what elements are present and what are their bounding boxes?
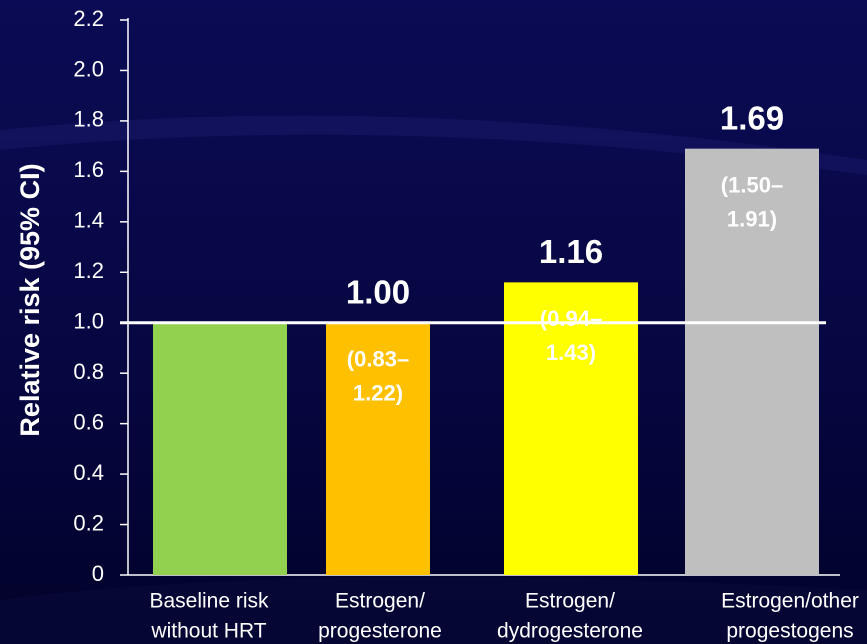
value-label: 1.69 xyxy=(720,99,784,136)
y-tick-label: 0 xyxy=(92,561,104,586)
swoosh xyxy=(0,115,867,175)
bar xyxy=(153,322,287,575)
ci-label: 1.22) xyxy=(353,381,403,406)
ci-label: (1.50– xyxy=(721,172,783,197)
x-tick-label: without HRT xyxy=(150,620,266,643)
x-tick-label: Estrogen/ xyxy=(335,590,425,613)
y-tick-label: 2.0 xyxy=(73,56,104,81)
x-tick-label: dydrogesterone xyxy=(497,620,643,643)
y-tick-label: 0.8 xyxy=(73,359,104,384)
value-label: 1.00 xyxy=(346,273,410,310)
y-axis-title: Relative risk (95% CI) xyxy=(15,163,45,436)
y-tick-label: 2.2 xyxy=(73,6,104,31)
ci-label: (0.83– xyxy=(347,347,409,372)
y-tick-label: 1.4 xyxy=(73,208,104,233)
x-tick-label: Estrogen/other xyxy=(721,590,859,613)
ci-label: (0.94– xyxy=(540,306,602,331)
ci-label: 1.43) xyxy=(546,340,596,365)
y-tick-label: 0.2 xyxy=(73,510,104,535)
swoosh xyxy=(0,577,867,644)
y-tick-label: 0.6 xyxy=(73,409,104,434)
y-tick-label: 1.0 xyxy=(73,309,104,334)
x-tick-label: Estrogen/ xyxy=(525,590,615,613)
value-label: 1.16 xyxy=(539,233,603,270)
ci-label: 1.91) xyxy=(727,206,777,231)
y-tick-label: 1.6 xyxy=(73,157,104,182)
x-tick-label: Baseline risk xyxy=(149,590,269,613)
bar xyxy=(326,322,430,575)
y-tick-label: 1.8 xyxy=(73,107,104,132)
x-tick-label: progesterone xyxy=(318,620,442,643)
x-tick-label: progestogens xyxy=(726,620,853,643)
y-tick-label: 1.2 xyxy=(73,258,104,283)
bar xyxy=(685,148,819,575)
bar xyxy=(504,282,638,575)
y-tick-label: 0.4 xyxy=(73,460,104,485)
